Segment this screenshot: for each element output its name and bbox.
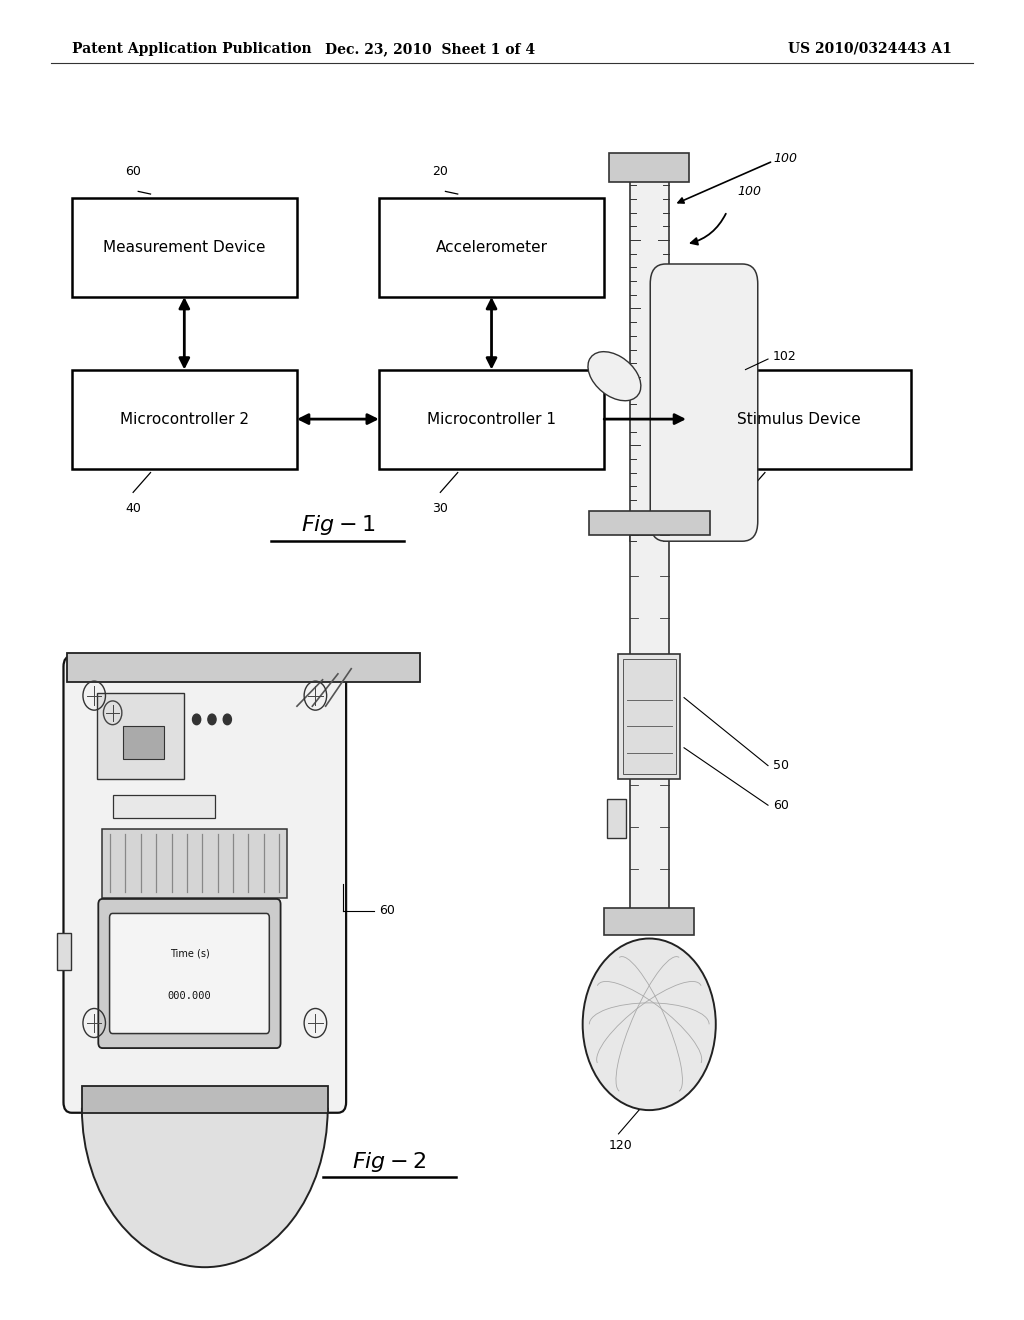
Text: 20: 20 <box>432 165 449 178</box>
Text: Patent Application Publication: Patent Application Publication <box>72 42 311 55</box>
Text: Dec. 23, 2010  Sheet 1 of 4: Dec. 23, 2010 Sheet 1 of 4 <box>325 42 536 55</box>
Ellipse shape <box>672 474 736 521</box>
Text: 30: 30 <box>432 502 449 515</box>
Text: $\mathit{Fig-1}$: $\mathit{Fig-1}$ <box>301 513 375 537</box>
Circle shape <box>208 714 216 725</box>
Text: 60: 60 <box>773 799 790 812</box>
Circle shape <box>223 714 231 725</box>
Text: 50: 50 <box>739 502 756 515</box>
Ellipse shape <box>673 429 745 477</box>
FancyBboxPatch shape <box>630 535 669 911</box>
Text: 000.000: 000.000 <box>168 991 211 1001</box>
FancyBboxPatch shape <box>607 799 626 838</box>
Text: 120: 120 <box>608 1139 632 1152</box>
Text: 50: 50 <box>773 759 790 772</box>
FancyBboxPatch shape <box>110 913 269 1034</box>
FancyBboxPatch shape <box>72 370 297 469</box>
FancyBboxPatch shape <box>379 198 604 297</box>
Text: Accelerometer: Accelerometer <box>435 240 548 255</box>
Text: Microcontroller 1: Microcontroller 1 <box>427 412 556 426</box>
Text: 60: 60 <box>379 904 395 917</box>
Text: Measurement Device: Measurement Device <box>103 240 265 255</box>
FancyBboxPatch shape <box>589 511 710 535</box>
FancyBboxPatch shape <box>609 153 689 182</box>
Ellipse shape <box>680 277 753 330</box>
FancyBboxPatch shape <box>379 370 604 469</box>
FancyBboxPatch shape <box>102 829 287 898</box>
Text: US 2010/0324443 A1: US 2010/0324443 A1 <box>788 42 952 55</box>
Text: Microcontroller 2: Microcontroller 2 <box>120 412 249 426</box>
FancyBboxPatch shape <box>604 908 694 935</box>
Ellipse shape <box>676 329 753 376</box>
Circle shape <box>583 939 716 1110</box>
Text: 100: 100 <box>773 152 797 165</box>
FancyBboxPatch shape <box>72 198 297 297</box>
Ellipse shape <box>588 351 641 401</box>
Text: Time (s): Time (s) <box>170 948 209 958</box>
Text: $\mathit{Fig-2}$: $\mathit{Fig-2}$ <box>352 1150 426 1173</box>
FancyBboxPatch shape <box>650 264 758 541</box>
FancyBboxPatch shape <box>618 653 680 779</box>
FancyBboxPatch shape <box>630 172 669 541</box>
FancyBboxPatch shape <box>82 1086 328 1113</box>
FancyBboxPatch shape <box>686 370 911 469</box>
Text: 60: 60 <box>125 165 141 178</box>
Ellipse shape <box>674 379 751 426</box>
FancyBboxPatch shape <box>63 656 346 1113</box>
FancyBboxPatch shape <box>97 693 184 779</box>
Text: 100: 100 <box>737 185 761 198</box>
Text: Stimulus Device: Stimulus Device <box>737 412 860 426</box>
Wedge shape <box>82 1109 328 1267</box>
FancyBboxPatch shape <box>57 933 71 970</box>
FancyBboxPatch shape <box>113 795 215 818</box>
FancyBboxPatch shape <box>623 659 676 774</box>
Text: 102: 102 <box>773 350 797 363</box>
FancyBboxPatch shape <box>123 726 164 759</box>
FancyBboxPatch shape <box>67 653 420 682</box>
Circle shape <box>193 714 201 725</box>
Text: 40: 40 <box>125 502 141 515</box>
FancyBboxPatch shape <box>98 899 281 1048</box>
